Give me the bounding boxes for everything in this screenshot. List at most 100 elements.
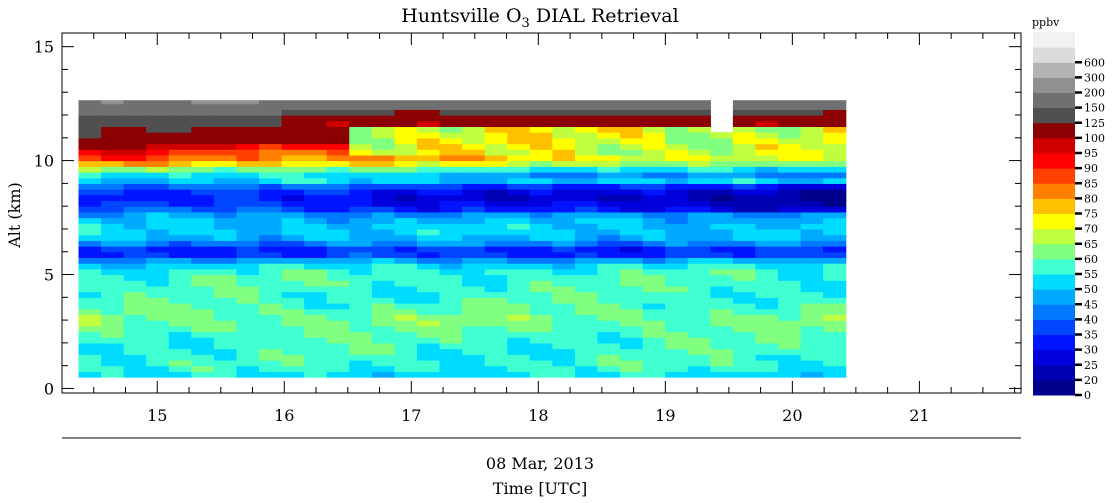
heatmap-cell [191,166,215,173]
heatmap-cell [665,251,689,259]
heatmap-cell [823,263,847,270]
heatmap-cell [371,217,396,224]
heatmap-cell [416,100,441,105]
heatmap-cell [78,246,102,253]
heatmap-cell [394,171,418,179]
heatmap-cell [326,246,350,253]
heatmap-cell [78,183,102,190]
heatmap-cell [281,137,305,145]
heatmap-cell [416,143,441,150]
heatmap-cell [507,325,531,333]
heatmap-cell [778,206,802,213]
heatmap-cell [529,365,553,372]
heatmap-cell [146,359,170,367]
heatmap-cell [462,359,486,367]
heatmap-cell [349,342,373,350]
heatmap-cell [507,154,531,162]
heatmap-cell [304,263,328,270]
heatmap-cell [168,211,192,219]
heatmap-cell [123,143,147,150]
heatmap-cell [529,183,553,190]
heatmap-cell [462,268,486,276]
heatmap-cell [416,246,441,253]
heatmap-cell [665,303,689,310]
heatmap-cell [823,371,847,378]
heatmap-cell [439,371,463,378]
heatmap-cell [529,251,553,259]
heatmap-cell [78,268,102,276]
heatmap-cell [326,211,350,219]
heatmap-cell [78,126,102,133]
heatmap-cell [529,274,553,281]
heatmap-cell [101,365,125,372]
heatmap-cell [778,342,802,350]
heatmap-cell [259,126,283,133]
heatmap-cell [597,166,621,173]
heatmap-cell [755,211,779,219]
heatmap-cell [259,291,283,298]
heatmap-cell [236,291,260,298]
heatmap-cell [371,189,396,196]
heatmap-cell [168,132,192,139]
heatmap-cell [349,240,373,247]
colorbar-swatch [1033,289,1075,305]
heatmap-cell [462,154,486,162]
heatmap-cell [552,217,576,224]
heatmap-cell [236,223,260,230]
heatmap-cell [484,177,508,184]
heatmap-cell [371,194,396,202]
heatmap-cell [620,342,644,350]
heatmap-cell [371,149,396,156]
heatmap-cell [665,177,689,184]
colorbar-swatch [1033,349,1075,366]
heatmap-cell [552,297,576,304]
heatmap-cell [665,217,689,224]
heatmap-cell [529,109,553,116]
heatmap-cell [552,171,576,179]
heatmap-cell [123,297,147,304]
heatmap-cell [213,166,238,173]
heatmap-cell [101,342,125,350]
heatmap-cell [687,325,711,333]
heatmap-cell [371,126,396,133]
heatmap-cell [304,240,328,247]
heatmap-cell [484,154,508,162]
heatmap-cell [800,348,824,355]
heatmap-cell [168,234,192,241]
heatmap-cell [597,268,621,276]
heatmap-cell [574,126,599,133]
heatmap-cell [665,234,689,241]
heatmap-cell [78,354,102,361]
heatmap-cell [597,189,621,196]
heatmap-cell [78,371,102,378]
heatmap-cell [326,337,350,344]
heatmap-cell [755,371,779,378]
heatmap-cell [687,143,711,150]
heatmap-cell [687,251,711,259]
heatmap-cell [642,297,666,304]
heatmap-cell [620,268,644,276]
heatmap-cell [168,285,192,293]
heatmap-cell [484,263,508,270]
heatmap-cell [755,160,779,167]
heatmap-cell [484,103,508,110]
heatmap-cell [552,263,576,270]
heatmap-cell [168,166,192,173]
heatmap-cell [687,359,711,367]
heatmap-cell [642,200,666,207]
heatmap-cell [394,348,418,355]
heatmap-cell [371,354,396,361]
heatmap-cell [552,342,576,350]
heatmap-cell [484,189,508,196]
heatmap-cell [281,342,305,350]
heatmap-cell [416,240,441,247]
heatmap-cell [665,342,689,350]
heatmap-cell [78,251,102,259]
heatmap-cell [552,303,576,310]
heatmap-cell [710,154,734,162]
heatmap-cell [710,246,734,253]
heatmap-cell [800,137,824,145]
heatmap-cell [800,274,824,281]
heatmap-cell [439,251,463,259]
heatmap-cell [439,228,463,236]
